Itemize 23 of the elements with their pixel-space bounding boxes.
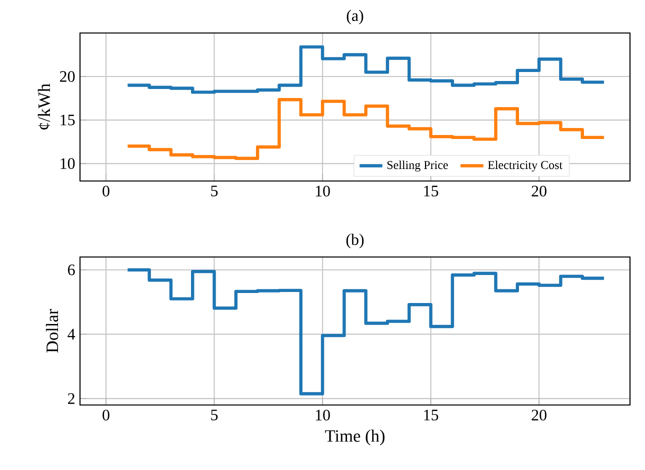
x-tick-label: 10 — [316, 186, 330, 196]
x-axis-title: Time (h) — [325, 430, 385, 446]
x-tick-label: 10 — [316, 410, 330, 420]
y-tick-label: 2 — [68, 393, 74, 404]
y-tick-label: 4 — [68, 328, 76, 340]
legend-label: Electricity Cost — [488, 160, 562, 172]
y-axis-title: ¢/kWh — [38, 84, 50, 130]
x-tick-label: 0 — [102, 186, 110, 196]
y-tick-label: 6 — [68, 264, 75, 276]
x-tick-label: 5 — [211, 410, 218, 420]
y-tick-label: 10 — [60, 158, 75, 169]
y-tick-label: 15 — [60, 114, 75, 126]
chart-title: (a) — [346, 10, 364, 24]
x-tick-label: 20 — [532, 410, 546, 420]
chart-title: (b) — [346, 234, 364, 248]
y-axis-title: Dollar — [46, 308, 58, 353]
x-tick-label: 15 — [424, 186, 438, 196]
y-tick-label: 20 — [60, 71, 75, 82]
legend-label: Selling Price — [387, 160, 448, 172]
x-tick-label: 15 — [424, 410, 438, 420]
x-tick-label: 5 — [211, 186, 218, 196]
x-tick-label: 0 — [102, 410, 110, 420]
x-tick-label: 20 — [532, 186, 546, 196]
